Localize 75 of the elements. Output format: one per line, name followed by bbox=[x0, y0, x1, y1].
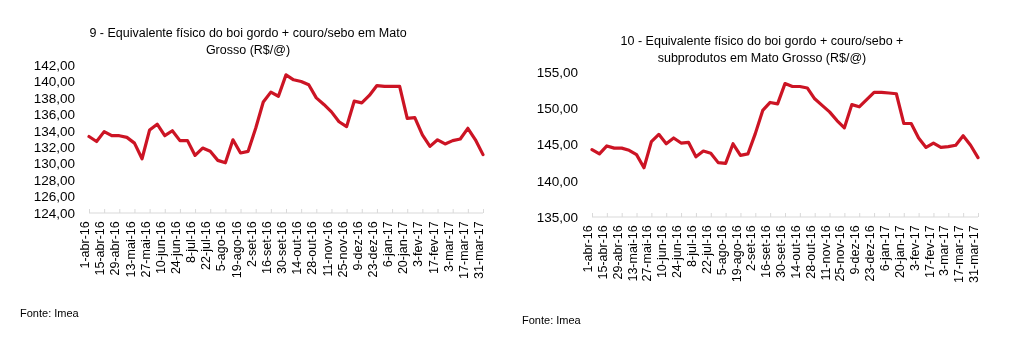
x-tick-label: 28-out-16 bbox=[803, 225, 818, 279]
line-series bbox=[87, 73, 485, 165]
x-tick-label: 16-set-16 bbox=[259, 221, 274, 275]
x-tick-label: 11-nov-16 bbox=[320, 221, 335, 277]
x-tick-label: 15-abr-16 bbox=[93, 221, 108, 276]
x-tick-label: 9-dez-16 bbox=[848, 225, 863, 275]
x-tick-label: 13-mai-16 bbox=[123, 221, 138, 278]
line-series bbox=[590, 82, 980, 170]
x-tick-label: 1-abr-16 bbox=[581, 225, 596, 273]
source-note: Fonte: Imea bbox=[20, 307, 80, 319]
x-tick-label: 3-mar-17 bbox=[937, 225, 952, 276]
x-tick-label: 25-nov-16 bbox=[833, 225, 848, 282]
y-tick-label: 130,00 bbox=[33, 156, 75, 172]
y-tick-label: 135,00 bbox=[536, 209, 578, 225]
x-tick-label: 20-jan-17 bbox=[892, 225, 907, 279]
x-tick-label: 15-abr-16 bbox=[595, 225, 610, 280]
y-tick-label: 142,00 bbox=[33, 57, 75, 73]
x-tick-label: 2-set-16 bbox=[744, 225, 759, 272]
x-tick-label: 17-fev-17 bbox=[426, 221, 441, 275]
x-tick-label: 6-jan-17 bbox=[381, 221, 396, 268]
x-tick-label: 9-dez-16 bbox=[350, 221, 365, 271]
x-tick-label: 19-ago-16 bbox=[729, 225, 744, 283]
y-tick-label: 140,00 bbox=[33, 74, 75, 90]
x-tick-label: 31-mar-17 bbox=[967, 225, 982, 283]
x-tick-label: 10-jun-16 bbox=[153, 221, 168, 275]
y-tick-label: 138,00 bbox=[33, 90, 75, 106]
x-tick-label: 5-ago-16 bbox=[714, 225, 729, 276]
x-tick-label: 22-jul-16 bbox=[199, 221, 214, 270]
y-tick-label: 150,00 bbox=[536, 101, 578, 117]
x-tick-label: 20-jan-17 bbox=[396, 221, 411, 275]
y-tick-label: 124,00 bbox=[33, 205, 75, 221]
x-tick-label: 3-fev-17 bbox=[907, 225, 922, 272]
source-note: Fonte: Imea bbox=[522, 314, 582, 326]
x-tick-label: 6-jan-17 bbox=[877, 225, 892, 272]
x-tick-label: 22-jul-16 bbox=[699, 225, 714, 274]
chart-title: 9 - Equivalente físico do boi gordo + couro/sebo em Mato Grosso (R$/@) bbox=[89, 26, 407, 57]
x-tick-label: 23-dez-16 bbox=[863, 225, 878, 282]
x-tick-label: 8-jul-16 bbox=[684, 225, 699, 267]
x-tick-label: 31-mar-17 bbox=[472, 221, 487, 279]
x-tick-label: 3-mar-17 bbox=[441, 221, 456, 272]
y-tick-label: 155,00 bbox=[536, 64, 578, 80]
x-tick-label: 17-mar-17 bbox=[952, 225, 967, 283]
chart-title: 10 - Equivalente físico do boi gordo + couro/sebo + subprodutos em Mato Grosso (R$/@) bbox=[620, 34, 904, 65]
y-tick-label: 136,00 bbox=[33, 107, 75, 123]
x-tick-label: 14-out-16 bbox=[290, 221, 305, 275]
x-tick-label: 27-mai-16 bbox=[640, 225, 655, 282]
y-tick-label: 132,00 bbox=[33, 140, 75, 156]
x-tick-label: 27-mai-16 bbox=[138, 221, 153, 278]
x-tick-label: 30-set-16 bbox=[275, 221, 290, 275]
y-tick-label: 145,00 bbox=[536, 137, 578, 153]
x-tick-label: 17-fev-17 bbox=[922, 225, 937, 279]
x-tick-label: 28-out-16 bbox=[305, 221, 320, 275]
x-tick-label: 25-nov-16 bbox=[335, 221, 350, 278]
x-tick-label: 2-set-16 bbox=[244, 221, 259, 268]
x-tick-label: 24-jun-16 bbox=[670, 225, 685, 279]
x-tick-label: 29-abr-16 bbox=[610, 225, 625, 280]
x-tick-label: 30-set-16 bbox=[774, 225, 789, 279]
x-tick-label: 16-set-16 bbox=[759, 225, 774, 279]
x-tick-label: 24-jun-16 bbox=[168, 221, 183, 275]
x-tick-label: 10-jun-16 bbox=[655, 225, 670, 279]
y-tick-label: 126,00 bbox=[33, 189, 75, 205]
x-tick-label: 17-mar-17 bbox=[456, 221, 471, 279]
x-tick-label: 8-jul-16 bbox=[184, 221, 199, 263]
x-tick-label: 3-fev-17 bbox=[411, 221, 426, 268]
x-tick-label: 1-abr-16 bbox=[78, 221, 93, 269]
x-tick-label: 5-ago-16 bbox=[214, 221, 229, 272]
x-tick-label: 29-abr-16 bbox=[108, 221, 123, 276]
x-tick-label: 13-mai-16 bbox=[625, 225, 640, 282]
x-tick-label: 14-out-16 bbox=[788, 225, 803, 279]
y-tick-label: 140,00 bbox=[536, 173, 578, 189]
x-tick-label: 23-dez-16 bbox=[365, 221, 380, 278]
y-tick-label: 134,00 bbox=[33, 123, 75, 139]
x-tick-label: 11-nov-16 bbox=[818, 225, 833, 281]
x-tick-label: 19-ago-16 bbox=[229, 221, 244, 279]
y-tick-label: 128,00 bbox=[33, 172, 75, 188]
